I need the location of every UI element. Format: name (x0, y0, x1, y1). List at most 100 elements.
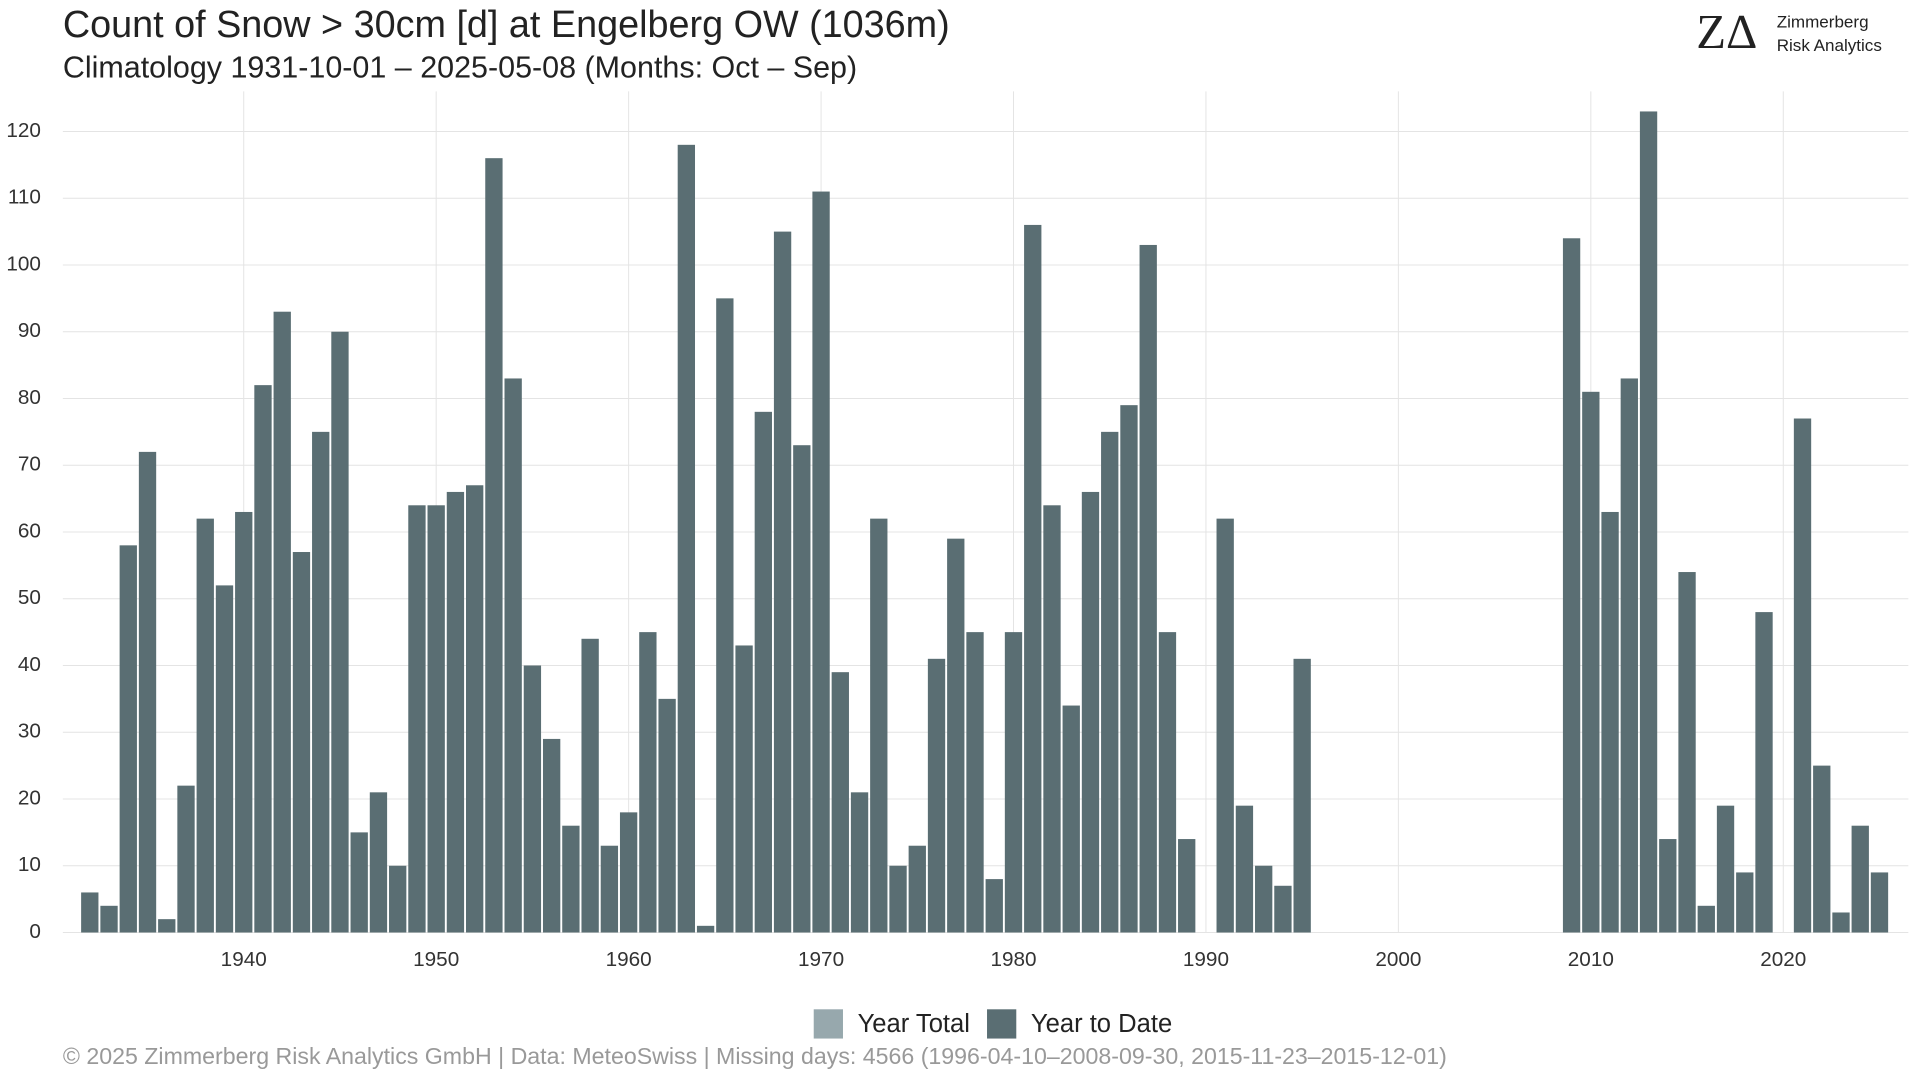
bar (793, 445, 811, 933)
bar (331, 331, 349, 933)
bar (1601, 511, 1619, 933)
bar (716, 298, 734, 933)
bar (1293, 658, 1311, 933)
bar (523, 665, 542, 933)
bar (1158, 632, 1177, 933)
bar (1101, 431, 1119, 933)
bar (658, 698, 676, 933)
logo-mark: ZΔ (1696, 5, 1757, 59)
bar (81, 892, 99, 933)
bar (1562, 238, 1581, 933)
bar (389, 865, 407, 933)
bar (1793, 418, 1812, 933)
y-tick-label: 80 (18, 386, 41, 409)
bar (773, 231, 792, 933)
x-tick-label: 1950 (413, 948, 459, 971)
bar (947, 538, 965, 933)
bar (562, 825, 580, 933)
bar (100, 905, 118, 933)
bar (1755, 612, 1773, 933)
bar (485, 158, 503, 933)
bar (1081, 491, 1100, 933)
bar (908, 845, 926, 933)
bar (1736, 872, 1754, 933)
bar (850, 792, 869, 933)
bar (1024, 224, 1042, 933)
legend-swatch (813, 1009, 843, 1039)
bar (735, 645, 753, 933)
bar (119, 545, 137, 933)
y-tick-label: 50 (18, 586, 41, 609)
bar (870, 518, 888, 933)
bar (138, 451, 157, 933)
x-tick-label: 2000 (1375, 948, 1421, 971)
bar (927, 658, 946, 933)
bar (427, 505, 445, 933)
y-tick-label: 0 (29, 920, 41, 943)
bar (1870, 872, 1889, 933)
y-tick-label: 90 (18, 319, 41, 342)
bar (1062, 705, 1080, 933)
bar (1639, 111, 1658, 933)
bar (1582, 391, 1600, 933)
bar (1004, 632, 1023, 933)
bar (254, 385, 272, 933)
bar (1235, 805, 1254, 933)
y-tick-label: 10 (18, 853, 41, 876)
bar (350, 832, 368, 933)
bar (1120, 405, 1138, 933)
y-tick-label: 110 (8, 186, 41, 209)
bar (273, 311, 291, 933)
bar (466, 485, 484, 933)
x-tick-label: 1960 (606, 948, 652, 971)
bar (446, 491, 465, 933)
x-tick-label: 1980 (990, 948, 1036, 971)
bar (1697, 905, 1715, 933)
x-tick-label: 2020 (1760, 948, 1806, 971)
bar (1678, 572, 1696, 933)
legend-label: Year Total (858, 1010, 970, 1038)
bar (542, 738, 561, 933)
bar (639, 632, 657, 933)
bar (1716, 805, 1735, 933)
bar (1851, 825, 1869, 933)
chart-title: Count of Snow > 30cm [d] at Engelberg OW… (63, 4, 950, 46)
x-tick-label: 2010 (1568, 948, 1614, 971)
caption: © 2025 Zimmerberg Risk Analytics GmbH | … (63, 1043, 1447, 1069)
y-tick-label: 60 (18, 519, 41, 542)
x-tick-label: 1970 (798, 948, 844, 971)
bar (1620, 378, 1638, 933)
y-tick-label: 20 (18, 786, 41, 809)
logo-line: Zimmerberg (1777, 13, 1869, 32)
bar (196, 518, 214, 933)
bar (292, 552, 311, 933)
bar (408, 505, 426, 933)
y-tick-label: 30 (18, 720, 41, 743)
bar (312, 431, 330, 933)
bar (600, 845, 619, 933)
bar (677, 144, 696, 933)
y-tick-label: 40 (18, 653, 41, 676)
x-tick-label: 1940 (221, 948, 267, 971)
bar (1043, 505, 1061, 933)
bar (369, 792, 388, 933)
bar (1274, 885, 1292, 933)
bar (696, 925, 715, 933)
bar (1813, 765, 1831, 933)
y-tick-label: 120 (6, 119, 41, 142)
bar (504, 378, 522, 933)
bar (619, 812, 638, 933)
x-tick-label: 1990 (1183, 948, 1229, 971)
legend-label: Year to Date (1031, 1010, 1172, 1038)
bar (754, 411, 772, 933)
bar (177, 785, 195, 933)
bar (215, 585, 234, 933)
y-tick-label: 70 (18, 453, 41, 476)
bar (985, 879, 1003, 933)
bar (235, 511, 253, 933)
logo-line: Risk Analytics (1777, 36, 1882, 55)
bar (1255, 865, 1273, 933)
bar (1659, 839, 1677, 933)
bar (1178, 839, 1196, 933)
